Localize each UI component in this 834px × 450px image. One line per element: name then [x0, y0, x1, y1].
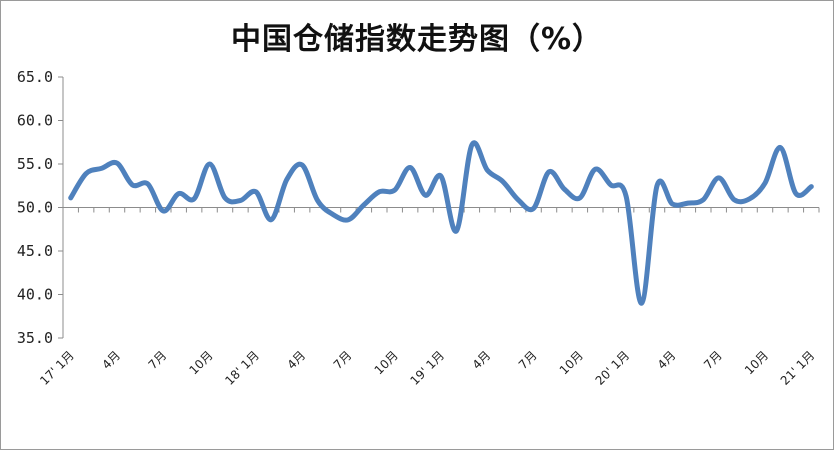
y-tick-label: 60.0 — [17, 112, 53, 130]
x-tick-label: 7月 — [331, 348, 355, 372]
axes: 65.0 60.0 55.0 50.0 45.0 40.0 35.017' 1月 4月 7月 10… — [17, 68, 820, 388]
x-tick-label: 19' 1月 — [408, 348, 448, 388]
x-tick-label: 4月 — [470, 348, 494, 372]
x-tick-label: 7月 — [516, 348, 540, 372]
x-tick-label: 4月 — [284, 348, 308, 372]
series-line — [68, 140, 814, 306]
series-layer — [68, 140, 814, 306]
y-tick-label: 55.0 — [17, 155, 53, 173]
x-tick-label: 10月 — [742, 348, 771, 377]
y-tick-label: 50.0 — [17, 199, 53, 217]
x-tick-label: 21' 1月 — [778, 348, 818, 388]
x-tick-label: 4月 — [99, 348, 123, 372]
x-tick-label: 4月 — [655, 348, 679, 372]
x-tick-label: 10月 — [187, 348, 216, 377]
x-tick-label: 7月 — [146, 348, 170, 372]
y-tick-label: 65.0 — [17, 68, 53, 86]
x-tick-label: 10月 — [372, 348, 401, 377]
x-tick-label: 10月 — [557, 348, 586, 377]
x-tick-label: 20' 1月 — [593, 348, 633, 388]
x-tick-label: 7月 — [701, 348, 725, 372]
y-tick-label: 35.0 — [17, 329, 53, 347]
chart-title: 中国仓储指数走势图（%） — [230, 22, 604, 57]
x-tick-label: 17' 1月 — [37, 348, 77, 388]
y-tick-label: 40.0 — [17, 286, 53, 304]
y-tick-label: 45.0 — [17, 242, 53, 260]
x-tick-label: 18' 1月 — [222, 348, 262, 388]
